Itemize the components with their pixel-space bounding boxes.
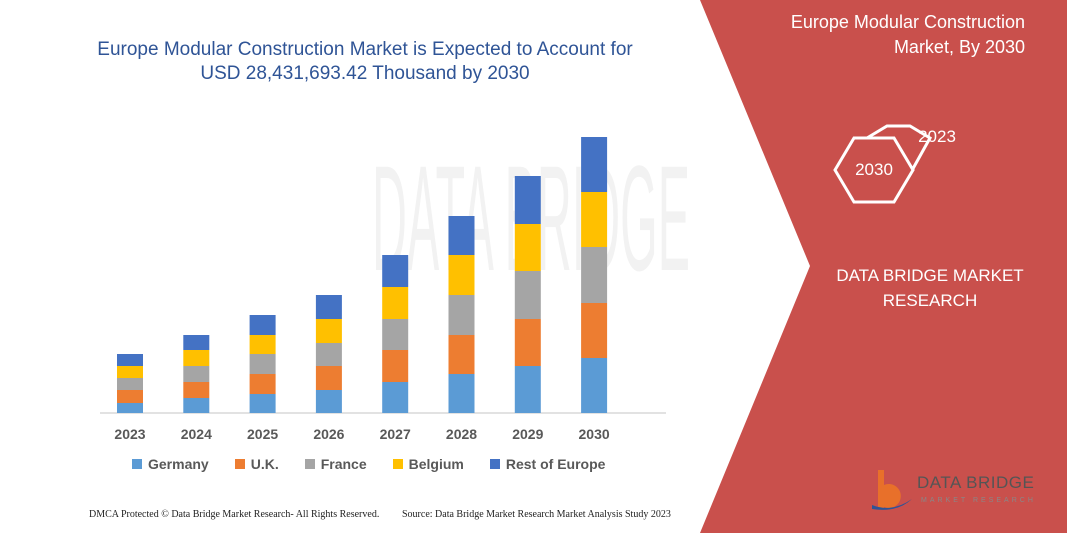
bar-segment-u-k--2030	[581, 303, 608, 358]
legend-swatch	[489, 459, 500, 469]
x-tick-label: 2028	[446, 426, 477, 442]
bar-segment-rest-of-europe-2027	[382, 255, 409, 287]
bar-segment-u-k--2028	[448, 335, 475, 374]
hexagon-2023-label: 2023	[918, 127, 956, 146]
bar-segment-rest-of-europe-2025	[249, 315, 276, 335]
hexagon-2030-label: 2030	[855, 160, 893, 179]
bar-segment-france-2024	[183, 366, 210, 382]
bar-segment-u-k--2026	[315, 366, 342, 390]
legend-swatch	[392, 459, 403, 469]
bar-segment-rest-of-europe-2026	[315, 295, 342, 319]
bar-segment-belgium-2024	[183, 350, 210, 366]
legend-item-france: France	[304, 456, 367, 472]
bar-segment-u-k--2023	[117, 390, 143, 403]
bar-segment-u-k--2027	[382, 350, 409, 382]
stacked-bar-chart: 2023 2024 2025 2026 2027 2028 2029 2030	[100, 137, 666, 442]
x-tick-label: 2026	[313, 426, 344, 442]
bar-segment-belgium-2030	[581, 192, 608, 247]
bar-segment-france-2026	[315, 343, 342, 366]
x-tick-label: 2025	[247, 426, 278, 442]
bar-segment-belgium-2027	[382, 287, 409, 319]
legend-swatch	[234, 459, 245, 469]
legend-item-belgium: Belgium	[392, 456, 464, 472]
bar-segment-germany-2027	[382, 382, 409, 413]
bar-segment-u-k--2024	[183, 382, 210, 398]
bar-segment-germany-2024	[183, 398, 210, 413]
bar-segment-france-2025	[249, 354, 276, 374]
bar-segment-germany-2029	[514, 366, 541, 413]
bar-segment-rest-of-europe-2030	[581, 137, 608, 192]
panel-brand: DATA BRIDGE MARKET RESEARCH	[836, 266, 1024, 310]
bar-segment-rest-of-europe-2024	[183, 335, 210, 350]
side-panel-shape	[700, 0, 1067, 533]
footer-copyright: DMCA Protected © Data Bridge Market Rese…	[89, 509, 380, 520]
bar-segment-belgium-2025	[249, 335, 276, 354]
bar-segment-germany-2023	[117, 403, 143, 413]
bar-segment-france-2030	[581, 247, 608, 303]
legend-item-germany: Germany	[132, 456, 209, 472]
bar-segment-belgium-2023	[117, 366, 143, 378]
logo-text: DATA BRIDGE	[917, 473, 1035, 492]
hexagon-2030	[833, 136, 915, 204]
legend-swatch	[304, 459, 315, 469]
chart-title: Europe Modular Construction Market is Ex…	[97, 39, 633, 84]
legend-item-rest-of-europe: Rest of Europe	[489, 456, 605, 472]
bar-segment-belgium-2026	[315, 319, 342, 343]
bar-segment-germany-2030	[581, 358, 608, 413]
bar-segment-u-k--2029	[514, 319, 541, 366]
bar-segment-rest-of-europe-2028	[448, 216, 475, 255]
legend-swatch	[132, 459, 142, 469]
footer-source: Source: Data Bridge Market Research Mark…	[402, 509, 671, 520]
bar-segment-germany-2025	[249, 394, 276, 413]
x-tick-label: 2029	[512, 426, 543, 442]
x-tick-label: 2024	[181, 426, 212, 442]
legend-item-uk: U.K.	[234, 456, 279, 472]
x-tick-label: 2023	[114, 426, 145, 442]
bar-segment-france-2029	[514, 271, 541, 319]
logo-subtext: MARKET RESEARCH	[921, 497, 1036, 504]
legend: Germany U.K. France Belgium Rest of Euro…	[132, 456, 631, 472]
bar-segment-u-k--2025	[249, 374, 276, 394]
bar-segment-rest-of-europe-2029	[514, 176, 541, 224]
panel-title: Europe Modular Construction Market, By 2…	[790, 12, 1025, 57]
bar-segment-germany-2028	[448, 374, 475, 413]
bar-segment-france-2023	[117, 378, 143, 390]
bar-segment-belgium-2029	[514, 224, 541, 271]
x-tick-label: 2030	[579, 426, 610, 442]
bar-segment-france-2028	[448, 295, 475, 335]
x-tick-label: 2027	[380, 426, 411, 442]
bar-segment-rest-of-europe-2023	[117, 354, 143, 366]
bar-segment-france-2027	[382, 319, 409, 350]
logo-icon	[872, 470, 912, 510]
bar-segment-belgium-2028	[448, 255, 475, 295]
bar-segment-germany-2026	[315, 390, 342, 413]
